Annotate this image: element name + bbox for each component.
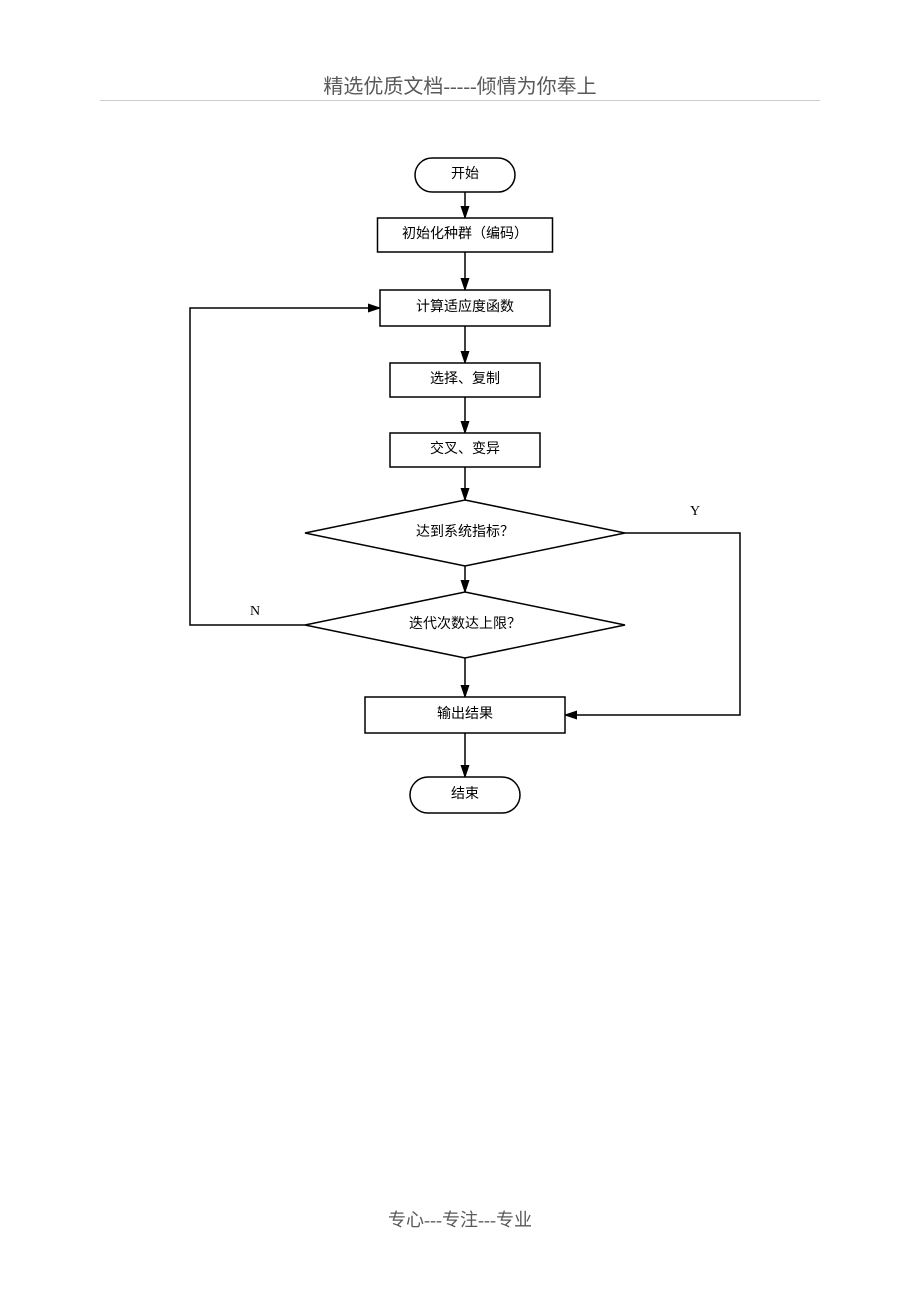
node-label-end: 结束: [451, 786, 479, 802]
edge-maxiter-fitness: [190, 308, 380, 625]
edge-label-N: N: [250, 604, 260, 619]
node-label-select: 选择、复制: [430, 370, 500, 387]
node-label-cross: 交叉、变异: [430, 440, 500, 457]
page-header: 精选优质文档-----倾情为你奉上: [0, 70, 920, 99]
node-label-init: 初始化种群（编码）: [402, 225, 528, 242]
node-label-fitness: 计算适应度函数: [416, 298, 514, 315]
node-label-start: 开始: [451, 166, 479, 182]
header-rule: [100, 100, 820, 101]
node-label-target: 达到系统指标？: [416, 524, 514, 540]
node-label-maxiter: 迭代次数达上限？: [409, 616, 521, 632]
flowchart-diagram: 开始初始化种群（编码） 计算适应度函数选择、复制交叉、变异达到系统指标？ 迭代次数达…: [0, 140, 920, 840]
node-label-output: 输出结果: [437, 706, 493, 722]
page-footer: 专心---专注---专业: [0, 1206, 920, 1232]
edge-label-Y: Y: [690, 504, 700, 519]
